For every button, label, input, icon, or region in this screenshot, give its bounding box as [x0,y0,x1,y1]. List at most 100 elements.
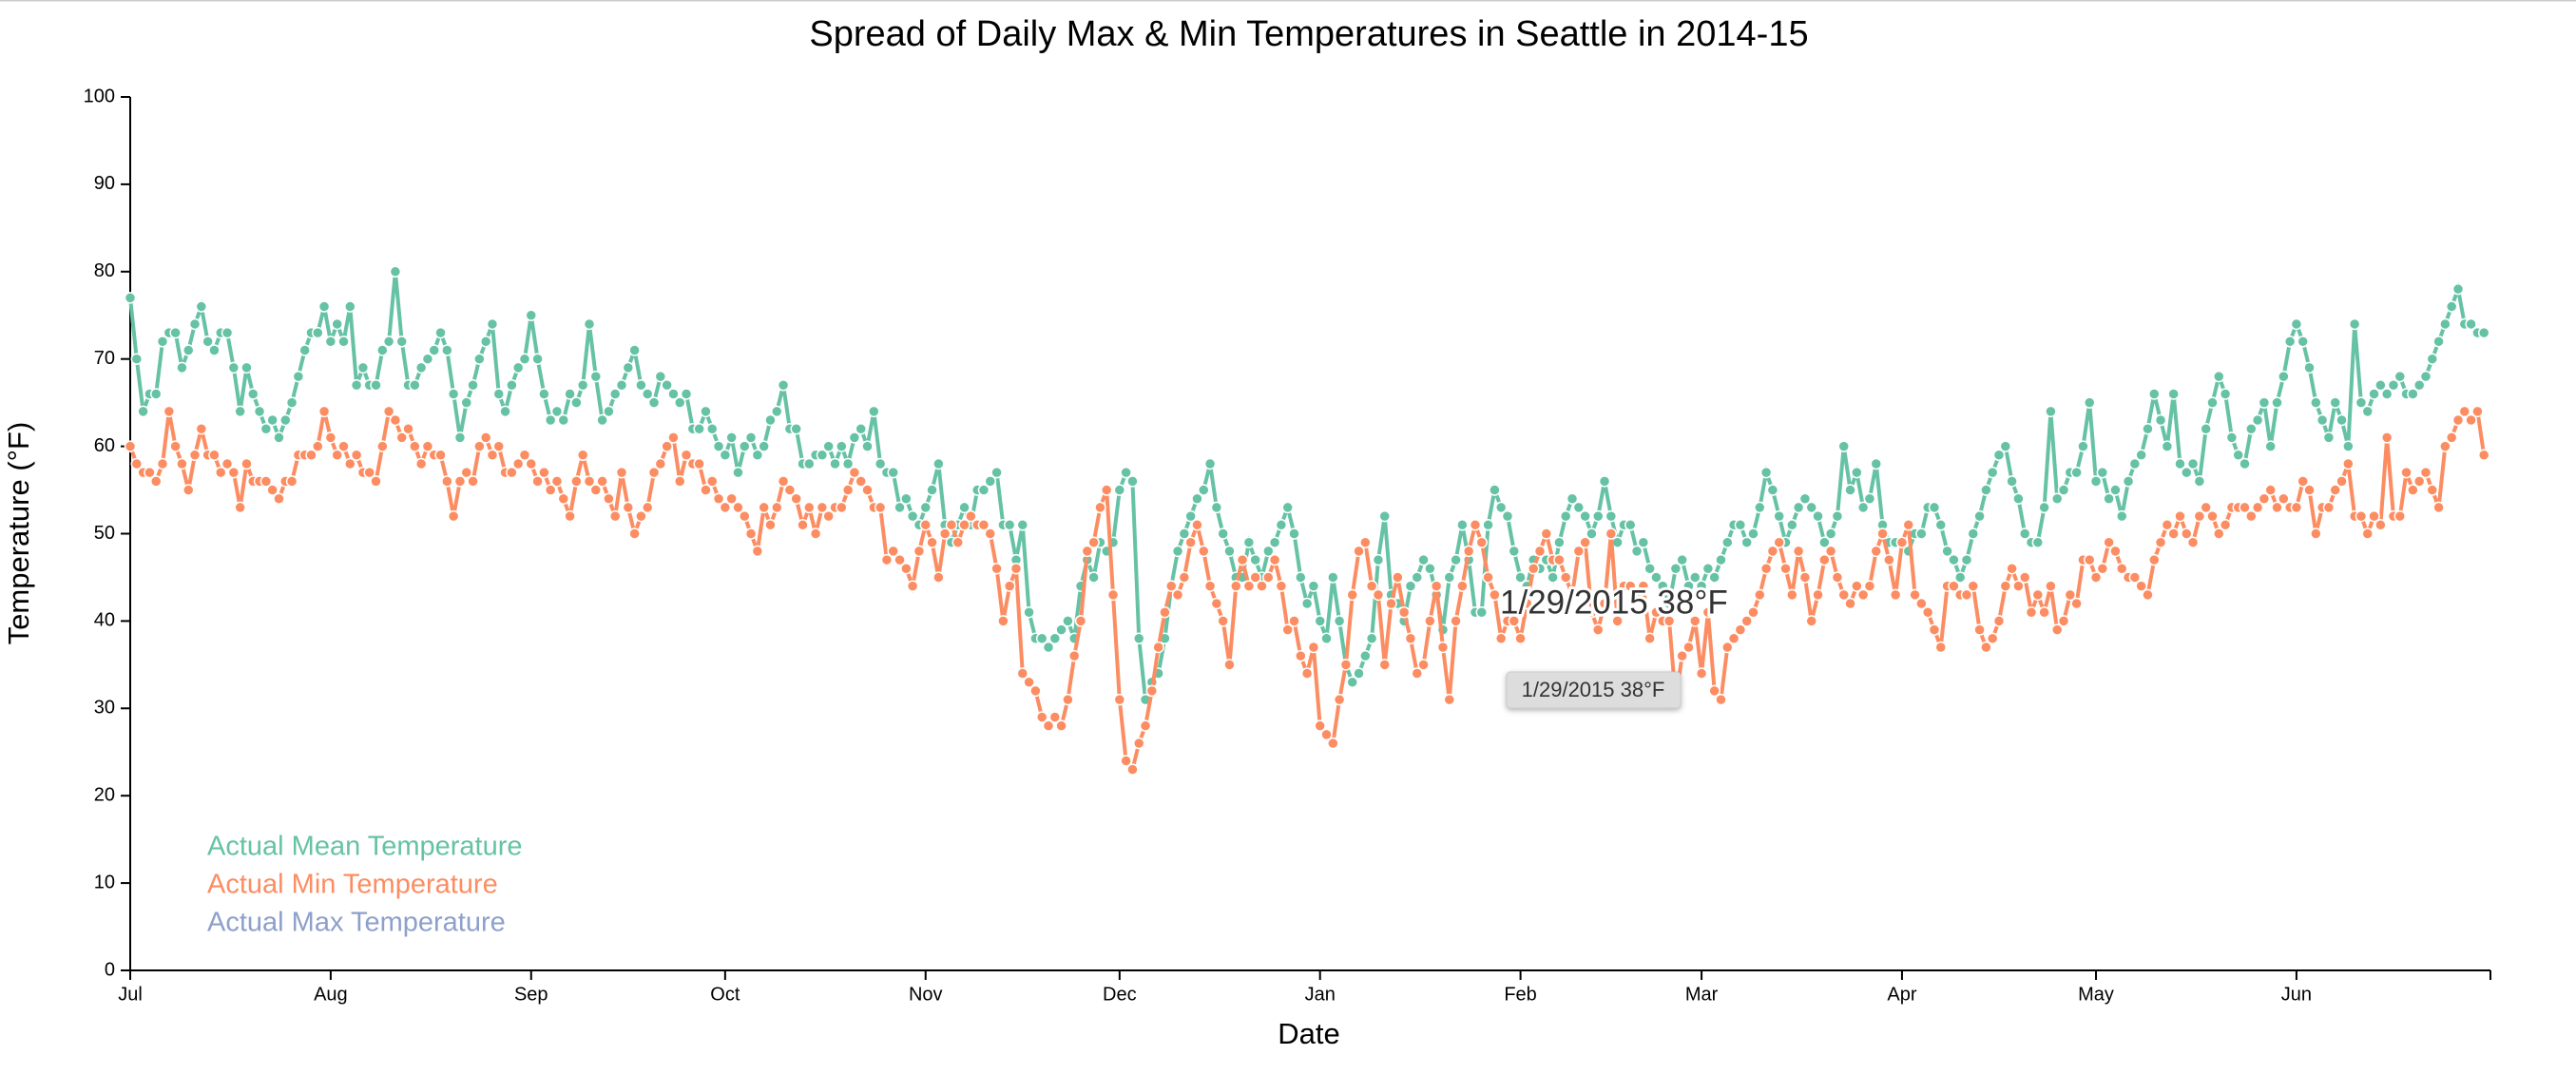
data-point [615,466,628,479]
data-point [2142,422,2154,435]
data-point [2432,501,2445,514]
x-tick-label: Aug [314,984,348,1005]
data-point [2329,396,2341,409]
data-point [1256,580,1268,592]
data-point [130,457,144,470]
data-point [169,326,182,339]
data-point [1514,632,1527,645]
data-point [260,422,273,435]
data-point [492,440,506,452]
data-point [977,519,990,531]
data-point [389,265,402,278]
data-point [751,449,764,462]
data-point [1689,615,1701,627]
data-point [421,353,434,365]
x-tick-label: Oct [710,984,740,1005]
data-point [1812,588,1824,602]
data-point [188,317,202,331]
data-point [984,527,997,540]
data-point [570,475,583,488]
data-point [182,484,195,496]
data-point [790,492,802,505]
data-point [732,466,744,479]
data-point [1378,509,1391,523]
data-point [285,396,298,409]
data-point [1475,536,1489,548]
data-point [1773,509,1785,523]
data-point [732,501,744,514]
data-point [2057,615,2070,627]
data-point [2374,379,2387,392]
data-point [2096,563,2109,575]
data-point [705,422,719,435]
data-point [906,509,919,523]
data-point [1540,527,1553,540]
data-point [1184,509,1197,523]
data-point [1436,641,1450,654]
data-point [1300,597,1314,610]
data-point [525,309,538,321]
data-point [1644,632,1656,645]
data-point [266,484,279,496]
data-point [506,379,518,392]
data-point [557,413,570,427]
data-point [499,405,511,418]
data-point [2128,571,2142,584]
data-point [479,336,492,348]
data-point [1048,711,1062,723]
data-point [1553,553,1566,566]
data-point [1159,605,1171,619]
data-point [2103,492,2115,505]
data-point [370,379,382,392]
data-point [1016,519,1029,531]
data-point [2038,605,2050,619]
data-point [2070,597,2083,610]
data-point [1773,536,1785,548]
data-point [525,457,538,470]
data-point [356,361,370,374]
data-point [1443,571,1456,584]
x-tick-label: Sep [514,984,548,1005]
data-point [1605,527,1618,540]
data-point [2342,457,2355,470]
data-point [777,379,790,392]
data-point [1184,536,1197,548]
data-point [719,449,732,462]
data-point [1967,580,1980,592]
data-point [149,388,163,400]
data-point [337,336,350,348]
data-point [1462,545,1475,558]
data-point [1521,597,1533,610]
data-point [2407,484,2419,496]
data-point [2393,370,2407,383]
data-point [1055,623,1067,636]
data-point [324,336,337,348]
data-point [1715,693,1727,706]
data-point [712,492,725,505]
data-point [1754,501,1766,514]
data-point [1980,641,1992,654]
data-point [1856,501,1870,514]
data-point [887,466,899,479]
data-point [1812,509,1824,523]
data-point [680,449,693,462]
data-point [1365,632,1378,645]
data-point [531,475,544,488]
data-point [2206,396,2219,409]
data-point [1411,571,1423,584]
data-point [1747,527,1759,540]
data-point [1152,641,1164,654]
data-point [1605,509,1618,523]
data-point [2200,501,2212,514]
data-point [1314,719,1326,732]
data-point [894,553,906,566]
data-point [195,422,208,435]
data-point [2278,492,2290,505]
data-point [208,449,221,462]
data-point [409,440,421,452]
data-point [1087,571,1100,584]
data-point [1307,641,1320,654]
data-point [1249,553,1261,566]
data-point [1973,623,1986,636]
data-point [848,466,861,479]
